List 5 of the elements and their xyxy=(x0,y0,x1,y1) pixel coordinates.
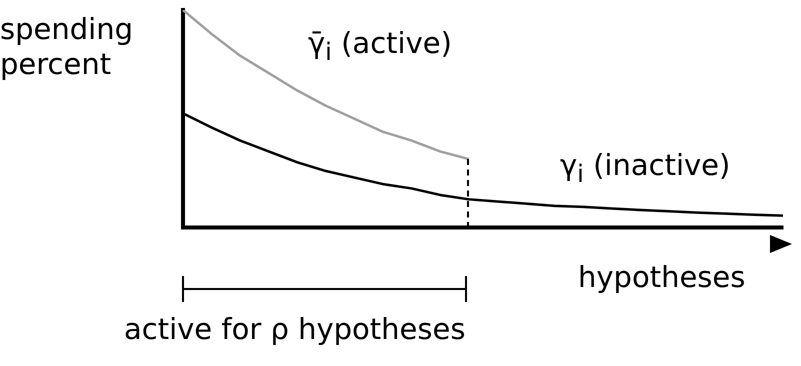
text: active for ρ hypotheses xyxy=(124,312,466,347)
series-label: γ$_{i}$ (inactive) xyxy=(560,148,730,189)
y-axis-title: spending percent xyxy=(0,12,134,82)
series-label: γ̄$_{i}$ (active) xyxy=(308,26,452,67)
x-axis-title: hypotheses xyxy=(578,260,746,295)
